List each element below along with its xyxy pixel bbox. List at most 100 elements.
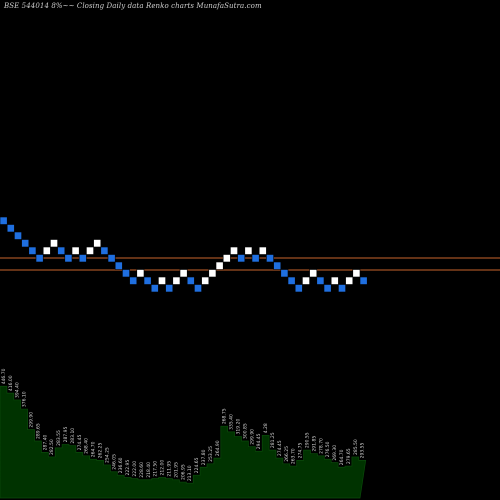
volume-label: 246.05 [111,454,117,470]
renko-brick-down [28,246,37,255]
renko-brick-up [158,276,166,285]
renko-brick-down [21,239,30,248]
reference-lines [0,257,500,271]
volume-label: 274.45 [77,435,83,451]
volume-label: 281.25 [270,432,276,448]
renko-brick-down [323,284,332,293]
volume-label: 282.50 [49,439,55,455]
renko-brick-down [359,276,368,285]
volume-label: 264.90 [215,440,221,456]
renko-brick-up [179,269,188,278]
renko-brick-down [64,254,73,263]
volume-label: 285.50 [353,439,359,455]
renko-brick-down [194,284,202,293]
volume-label: 287.40 [42,435,48,451]
volume-label: 206.95 [180,464,186,480]
volume-label: 264.70 [91,441,97,457]
volume-label: 237.80 [201,449,207,465]
renko-brick-down [237,254,246,263]
chart-title: BSE 544014 8%~~ Closing Daily data Renko… [4,2,262,10]
renko-brick-down [165,284,174,293]
volume-label: 376.10 [22,391,28,407]
renko-brick-down [143,276,152,285]
volume-label: 276.50 [325,441,331,457]
renko-brick-down [316,276,325,285]
renko-brick-up [244,246,253,255]
volume-label: 212.00 [160,460,166,476]
volume-label: 294.45 [256,433,262,449]
volume-label: 264.70 [339,449,345,465]
renko-brick-down [266,254,274,263]
volume-label: 268.75 [222,408,228,424]
volume-label: 274.75 [298,442,304,458]
renko-brick-up [215,261,224,270]
renko-brick-down [280,269,289,278]
volume-label: 289.65 [35,423,41,439]
renko-brick-down [100,246,109,255]
volume-label: 274.45 [277,440,283,456]
renko-brick-down [114,261,123,270]
renko-brick-down [122,269,130,278]
renko-brick-up [302,276,310,285]
renko-brick-down [0,216,8,225]
volume-label: 299.90 [29,412,35,428]
volume-area [0,385,367,499]
renko-brick-down [150,284,159,293]
volume-label: 416.00 [8,375,14,391]
volume-label: 4.28 [263,423,269,433]
volume-label: 268.40 [84,438,90,454]
renko-brick-down [78,254,87,263]
renko-brick-up [330,276,339,285]
volume-label: 394.40 [15,382,21,398]
volume-label: 293.55 [360,442,366,458]
volume-label: 228.60 [139,462,145,478]
volume-label: 201.95 [173,462,179,478]
volume-label: 283.10 [70,428,76,444]
volume-label: 278.70 [318,438,324,454]
renko-brick-down [338,284,346,293]
renko-brick-up [352,269,361,278]
renko-brick-down [287,276,296,285]
volume-label: 222.00 [132,461,138,477]
volume-label: 266.25 [284,446,290,462]
volume-label: 217.50 [153,461,159,477]
volume-label: 299.90 [249,429,255,445]
renko-brick-up [50,239,58,248]
volume-label: 254.25 [104,447,110,463]
volume-label: 291.85 [311,436,317,452]
renko-brick-up [172,276,181,285]
volume-label: 218.40 [146,462,152,478]
renko-brick-up [201,276,210,285]
renko-brick-up [222,254,231,263]
renko-brick-down [6,224,15,233]
renko-brick-down [186,276,195,285]
volume-label: 290.55 [305,432,311,448]
renko-brick-down [35,254,44,263]
volume-label: 224.65 [194,457,200,473]
volume-label: 319.20 [236,419,242,435]
renko-brick-down [57,246,66,255]
volume-label: 300.85 [242,423,248,439]
renko-brick-down [251,254,260,263]
volume-series [0,385,367,499]
volume-label: 269.30 [332,445,338,461]
volume-label: 213.10 [187,465,193,481]
volume-label: 287.95 [63,427,69,443]
volume-label: 222.95 [125,460,131,476]
volume-label: 236.60 [118,457,124,473]
volume-label: 253.25 [208,446,214,462]
renko-brick-up [86,246,94,255]
renko-brick-up [71,246,80,255]
renko-brick-up [208,269,217,278]
volume-label: 263.70 [291,448,297,464]
renko-brick-down [294,284,303,293]
renko-brick-up [42,246,51,255]
volume-label: 335.40 [229,414,235,430]
volume-labels: 446.70 416.00 394.40376.10299.90289.65287.… [1,368,366,481]
volume-label: 211.95 [167,461,173,477]
renko-brick-up [230,246,238,255]
renko-brick-up [309,269,318,278]
renko-brick-down [129,276,138,285]
renko-brick-up [345,276,354,285]
